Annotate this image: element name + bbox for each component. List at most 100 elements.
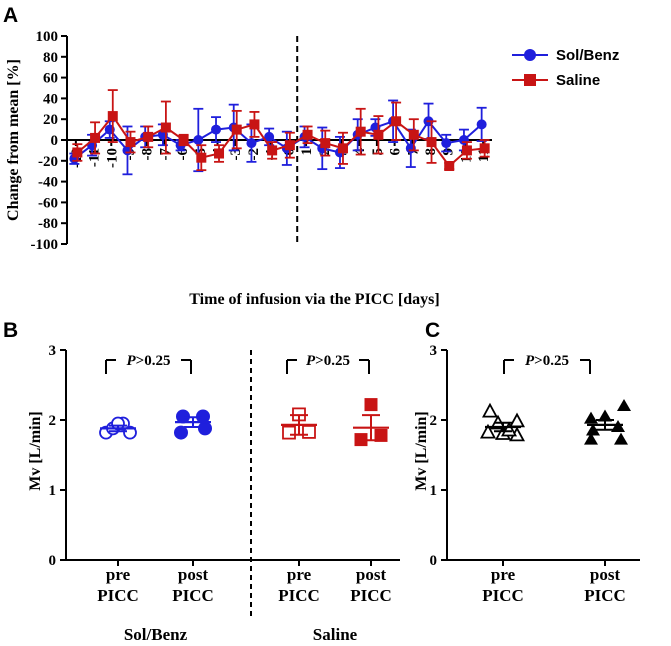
data-point-saline bbox=[320, 138, 331, 149]
data-point-pre bbox=[302, 424, 316, 439]
x-tick-label-a: 1 bbox=[299, 148, 315, 156]
data-point-post bbox=[198, 421, 212, 436]
y-tick-label-c: 1 bbox=[430, 483, 438, 499]
bracket-c-pvalue: P>0.25 bbox=[525, 353, 569, 369]
data-point-pre bbox=[508, 412, 526, 428]
col-label-b-line2: PICC bbox=[278, 586, 320, 605]
data-point-post bbox=[374, 428, 388, 442]
y-tick-label-c: 3 bbox=[430, 343, 438, 359]
data-point-saline bbox=[426, 137, 437, 148]
data-point-post bbox=[614, 432, 628, 445]
y-tick-label-c: 0 bbox=[430, 553, 438, 569]
data-point-saline bbox=[302, 129, 313, 140]
data-point-saline bbox=[72, 147, 83, 158]
y-tick-label-b: 1 bbox=[49, 483, 57, 499]
y-tick-label-a: 0 bbox=[51, 133, 59, 149]
data-point-post bbox=[354, 433, 368, 447]
col-label-b-line2: PICC bbox=[172, 586, 214, 605]
x-tick-label-a: 6 bbox=[388, 148, 404, 156]
data-point-saline bbox=[107, 111, 118, 122]
y-tick-label-a: -80 bbox=[38, 216, 58, 232]
data-point-saline bbox=[214, 148, 225, 159]
data-point-post bbox=[617, 399, 631, 411]
data-point-pre bbox=[500, 421, 518, 437]
data-point-saline bbox=[125, 137, 136, 148]
col-label-c-line1: pre bbox=[491, 565, 516, 584]
y-tick-label-a: -100 bbox=[31, 237, 59, 253]
x-axis-title-a: Time of infusion via the PICC [days] bbox=[189, 291, 439, 308]
data-point-post bbox=[584, 411, 598, 424]
col-label-b-line1: pre bbox=[287, 565, 312, 584]
col-label-c-line1: post bbox=[590, 565, 621, 584]
panel-label-c: C bbox=[425, 319, 440, 342]
data-point-saline bbox=[249, 119, 260, 130]
data-point-post bbox=[586, 423, 600, 436]
data-point-solbenz bbox=[441, 138, 452, 149]
data-point-saline bbox=[355, 126, 366, 137]
y-tick-label-c: 2 bbox=[430, 413, 438, 429]
data-point-saline bbox=[391, 116, 402, 127]
col-label-b-line1: pre bbox=[106, 565, 131, 584]
x-tick-label-a: -10 bbox=[104, 148, 120, 168]
bracket-b-0-pvalue: P>0.25 bbox=[127, 353, 171, 369]
data-point-saline bbox=[284, 140, 295, 151]
y-axis-title-b: Mv [L/min] bbox=[27, 411, 44, 491]
col-label-b-line2: PICC bbox=[350, 586, 392, 605]
panel-label-a: A bbox=[3, 4, 18, 27]
data-point-post bbox=[598, 409, 612, 422]
data-point-saline bbox=[267, 145, 278, 156]
y-axis-title-a: Change from mean [%] bbox=[5, 59, 22, 221]
data-point-solbenz bbox=[264, 131, 275, 142]
legend-marker-solbenz bbox=[524, 49, 536, 61]
col-label-c-line2: PICC bbox=[584, 586, 626, 605]
data-point-saline bbox=[231, 124, 242, 135]
data-point-saline bbox=[373, 129, 384, 140]
y-tick-label-a: 20 bbox=[43, 112, 58, 128]
y-tick-label-a: -20 bbox=[38, 154, 58, 170]
bracket-b-1-pvalue: P>0.25 bbox=[306, 353, 350, 369]
y-tick-label-b: 0 bbox=[49, 553, 57, 569]
group-label-b: Sol/Benz bbox=[124, 625, 188, 644]
data-point-saline bbox=[160, 122, 171, 133]
data-point-pre bbox=[282, 425, 296, 440]
data-point-saline bbox=[337, 143, 348, 154]
data-point-saline bbox=[178, 135, 189, 145]
y-axis-title-c: Mv [L/min] bbox=[413, 411, 430, 491]
data-point-solbenz bbox=[476, 119, 487, 130]
legend-label: Saline bbox=[556, 72, 600, 89]
data-point-saline bbox=[461, 145, 472, 156]
data-point-post bbox=[584, 432, 598, 445]
data-point-saline bbox=[143, 131, 154, 142]
data-point-solbenz bbox=[246, 138, 257, 149]
y-tick-label-a: -40 bbox=[38, 175, 58, 191]
data-point-pre bbox=[481, 402, 499, 418]
data-point-solbenz bbox=[193, 135, 204, 145]
col-label-b-line1: post bbox=[356, 565, 387, 584]
y-tick-label-a: 80 bbox=[43, 50, 58, 66]
data-point-post bbox=[196, 409, 210, 424]
col-label-b-line1: post bbox=[178, 565, 209, 584]
data-point-saline bbox=[196, 152, 207, 163]
data-point-saline bbox=[90, 132, 101, 143]
group-label-b: Saline bbox=[313, 625, 358, 644]
col-label-c-line2: PICC bbox=[482, 586, 524, 605]
data-point-solbenz bbox=[211, 124, 222, 135]
x-tick-label-a: -2 bbox=[246, 148, 262, 161]
x-tick-label-a: -8 bbox=[140, 148, 156, 161]
data-point-pre bbox=[123, 425, 137, 440]
data-point-saline bbox=[408, 129, 419, 140]
legend-marker-saline bbox=[524, 74, 536, 86]
data-point-post bbox=[174, 425, 188, 440]
data-point-saline bbox=[479, 143, 490, 154]
data-point-post bbox=[364, 398, 378, 412]
panel-label-b: B bbox=[3, 319, 18, 342]
data-point-post bbox=[176, 409, 190, 424]
y-tick-label-a: 60 bbox=[43, 71, 58, 87]
data-point-pre bbox=[479, 423, 497, 439]
y-tick-label-a: 40 bbox=[43, 91, 58, 107]
col-label-b-line2: PICC bbox=[97, 586, 139, 605]
data-point-saline bbox=[444, 161, 455, 171]
y-tick-label-b: 3 bbox=[49, 343, 57, 359]
y-tick-label-a: 100 bbox=[36, 29, 59, 45]
